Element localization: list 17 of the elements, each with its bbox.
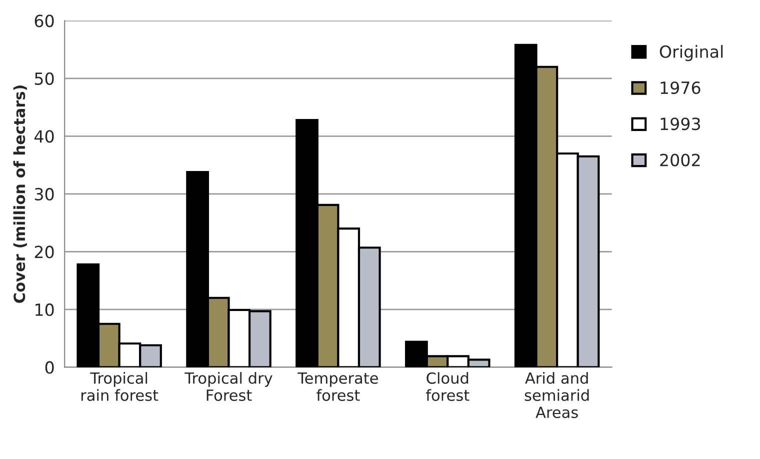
x-tick-label: Arid and semiarid Areas <box>524 372 589 418</box>
y-tick-label: 60 <box>34 14 54 28</box>
y-tick-label: 20 <box>34 246 54 258</box>
y-tick-label: 40 <box>34 130 54 143</box>
legend-label: 2002 <box>660 154 700 166</box>
y-tick-label: 50 <box>34 72 54 85</box>
y-tick-label: 0 <box>45 361 54 374</box>
legend-label: Original <box>660 45 723 62</box>
y-axis-title: Cover (million of hectars) <box>13 86 27 303</box>
x-tick-label: Tropical dry Forest <box>184 372 272 401</box>
y-tick-label: 30 <box>34 188 54 200</box>
x-tick-label: Cloud forest <box>426 372 470 401</box>
y-tick-label: 10 <box>36 303 54 316</box>
x-tick-label: Temperate forest <box>298 372 378 401</box>
x-tick-label: Tropical rain forest <box>81 372 158 401</box>
legend-label: 1993 <box>660 118 700 130</box>
legend-label: 1976 <box>660 81 700 94</box>
